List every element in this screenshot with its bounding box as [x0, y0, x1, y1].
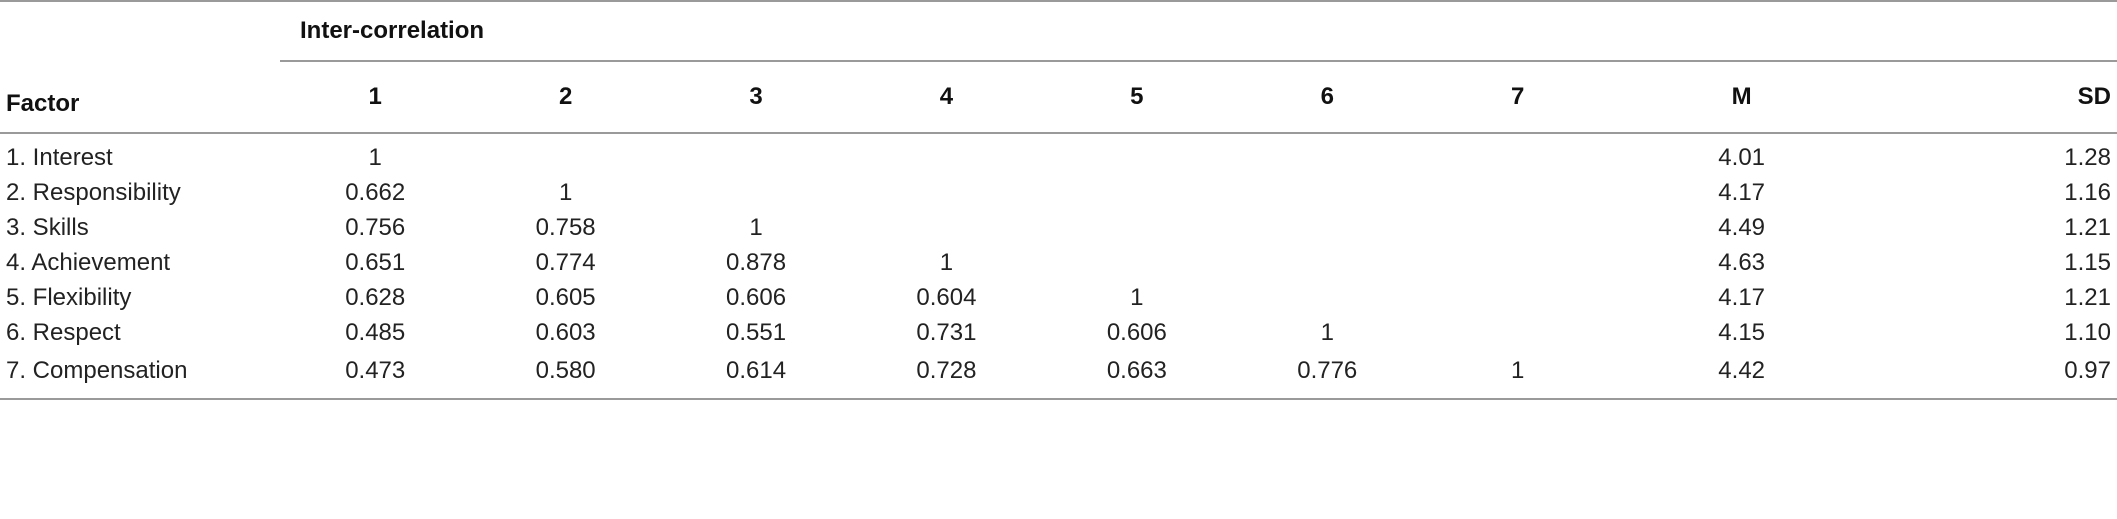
inter-correlation-header: Inter-correlation [280, 2, 2117, 62]
correlation-cell [1422, 133, 1612, 175]
factor-cell: 4. Achievement [6, 248, 171, 276]
mean-cell: 4.42 [1612, 350, 1871, 400]
correlation-cell: 0.473 [280, 350, 471, 400]
correlation-cell [851, 210, 1041, 245]
table-row: 5. Flexibility 0.628 0.605 0.606 0.604 1… [0, 280, 2117, 315]
correlation-cell: 1 [749, 213, 763, 241]
sd-cell: 1.28 [2064, 143, 2111, 171]
correlation-cell [1422, 210, 1612, 245]
correlation-cell: 0.663 [1041, 350, 1233, 400]
column-header-6: 6 [1232, 61, 1423, 134]
column-header-3: 3 [660, 61, 852, 134]
correlation-cell: 0.758 [535, 213, 596, 241]
mean-cell: 4.63 [1718, 248, 1766, 276]
sd-cell: 1.16 [2064, 178, 2111, 206]
correlation-cell [1042, 210, 1232, 245]
correlation-cell: 0.774 [535, 248, 596, 276]
correlation-cell: 0.878 [726, 248, 787, 276]
column-header-row: Factor 1 2 3 4 5 6 7 M SD [0, 61, 2117, 134]
column-header-2: 2 [470, 61, 661, 134]
column-header-1: 1 [280, 61, 471, 134]
mean-cell: 4.17 [1718, 283, 1766, 311]
correlation-cell: 0.662 [345, 178, 406, 206]
correlation-cell [851, 175, 1041, 210]
factor-cell: 2. Responsibility [6, 178, 181, 206]
correlation-cell: 0.604 [916, 283, 977, 311]
correlation-cell: 1 [1130, 283, 1144, 311]
correlation-cell [1232, 210, 1422, 245]
column-header-4: 4 [851, 61, 1042, 134]
factor-cell: 5. Flexibility [6, 283, 132, 311]
table-row: 1. Interest 1 4.01 1.28 [0, 133, 2117, 175]
sd-cell: 1.21 [2064, 213, 2111, 241]
correlation-cell [1422, 280, 1612, 315]
table-row: 3. Skills 0.756 0.758 1 4.49 1.21 [0, 210, 2117, 245]
correlation-cell: 0.606 [1106, 318, 1167, 346]
correlation-cell: 0.606 [726, 283, 787, 311]
correlation-cell [1042, 175, 1232, 210]
correlation-cell: 0.651 [345, 248, 406, 276]
correlation-cell: 1 [939, 248, 954, 276]
correlation-cell [1422, 315, 1612, 350]
table-row: 2. Responsibility 0.662 1 4.17 1.16 [0, 175, 2117, 210]
correlation-cell [1042, 133, 1232, 175]
correlation-cell [470, 133, 660, 175]
column-header-factor: Factor [0, 61, 281, 134]
correlation-cell [851, 133, 1041, 175]
column-header-5: 5 [1041, 61, 1233, 134]
correlation-cell: 0.728 [851, 350, 1042, 400]
correlation-table: Inter-correlation Factor 1 2 3 4 5 6 7 M… [0, 0, 2117, 400]
factor-cell: 6. Respect [6, 318, 121, 346]
correlation-cell [1422, 245, 1612, 280]
factor-cell: 1. Interest [6, 143, 113, 171]
mean-cell: 4.49 [1718, 213, 1766, 241]
sd-cell: 1.15 [2064, 248, 2111, 276]
factor-cell: 7. Compensation [0, 350, 281, 400]
correlation-cell: 1 [368, 143, 382, 171]
group-header-row: Inter-correlation [0, 2, 2117, 62]
correlation-cell: 0.551 [726, 318, 787, 346]
column-header-mean: M [1612, 61, 1871, 134]
mean-cell: 4.17 [1718, 178, 1766, 206]
column-header-sd: SD [1870, 61, 2117, 134]
correlation-cell [1422, 175, 1612, 210]
correlation-cell [1232, 133, 1422, 175]
correlation-cell: 0.776 [1232, 350, 1423, 400]
correlation-cell: 0.731 [916, 318, 977, 346]
correlation-cell: 0.628 [345, 283, 406, 311]
correlation-cell: 0.614 [660, 350, 852, 400]
correlation-cell: 0.603 [535, 318, 596, 346]
correlation-cell: 1 [558, 178, 573, 206]
group-header-spacer [0, 2, 280, 61]
correlation-cell [1232, 175, 1422, 210]
correlation-cell: 0.605 [535, 283, 596, 311]
column-header-7: 7 [1422, 61, 1613, 134]
sd-cell: 0.97 [1870, 350, 2117, 400]
mean-cell: 4.15 [1718, 318, 1766, 346]
correlation-cell: 0.485 [345, 318, 406, 346]
table-row: 7. Compensation 0.473 0.580 0.614 0.728 … [0, 350, 2117, 400]
correlation-cell [661, 175, 851, 210]
correlation-cell: 1 [1320, 318, 1334, 346]
sd-cell: 1.21 [2064, 283, 2111, 311]
table-row: 4. Achievement 0.651 0.774 0.878 1 4.63 … [0, 245, 2117, 280]
factor-cell: 3. Skills [6, 213, 89, 241]
correlation-cell [1232, 280, 1422, 315]
mean-cell: 4.01 [1718, 143, 1766, 171]
correlation-cell: 1 [1422, 350, 1613, 400]
correlation-cell: 0.580 [470, 350, 661, 400]
correlation-cell [1232, 245, 1422, 280]
correlation-cell: 0.756 [345, 213, 406, 241]
table-body: 1. Interest 1 4.01 1.28 2. Responsibilit… [0, 133, 2117, 400]
table-row: 6. Respect 0.485 0.603 0.551 0.731 0.606… [0, 315, 2117, 350]
correlation-cell [661, 133, 851, 175]
correlation-cell [1042, 245, 1232, 280]
sd-cell: 1.10 [2064, 318, 2111, 346]
